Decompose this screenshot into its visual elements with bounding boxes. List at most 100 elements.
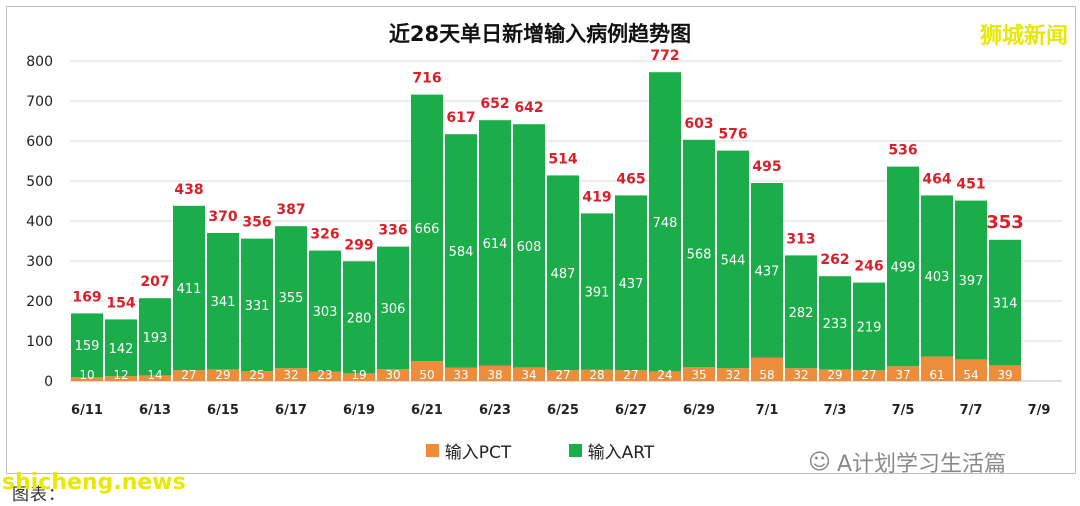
bar-pct	[819, 369, 851, 381]
y-tick-label: 800	[26, 54, 53, 70]
data-label-total: 451	[956, 177, 985, 193]
x-tick-label: 7/3	[824, 403, 847, 418]
data-label-total: 370	[208, 209, 237, 225]
bar-art	[649, 72, 681, 372]
data-label-pct: 58	[759, 368, 774, 382]
bar-art	[615, 195, 647, 371]
bar-art	[445, 134, 477, 368]
data-label-art: 403	[925, 270, 950, 285]
data-label-art: 411	[177, 282, 202, 297]
data-label-total: 772	[650, 48, 679, 64]
bars: 10 159 169 12 142 154 14 193 207 27 411 438 29 341 370…	[71, 48, 1024, 382]
bar-pct	[241, 371, 273, 381]
bar-pct	[887, 366, 919, 381]
data-label-pct: 29	[215, 368, 230, 382]
data-label-pct: 37	[895, 368, 910, 382]
bar-pct	[479, 365, 511, 381]
x-tick-label: 6/29	[683, 403, 715, 418]
legend-label-pct: 输入PCT	[444, 443, 512, 463]
data-label-total: 207	[140, 274, 169, 290]
bar-pct	[581, 369, 613, 381]
data-label-art: 437	[755, 264, 780, 279]
data-label-pct: 30	[385, 368, 400, 382]
bar-art	[241, 238, 273, 371]
x-tick-label: 7/9	[1028, 403, 1051, 418]
data-label-total: 313	[786, 231, 815, 247]
bar-pct	[751, 357, 783, 381]
bar-pct	[683, 367, 715, 381]
data-label-total: 154	[106, 295, 135, 311]
bar-art	[785, 255, 817, 369]
data-label-total: 652	[480, 96, 509, 112]
bar-art	[887, 166, 919, 367]
data-label-art: 306	[381, 302, 406, 317]
data-label-total: 603	[684, 116, 713, 132]
y-tick-label: 400	[26, 214, 53, 230]
data-label-art: 331	[245, 299, 270, 314]
source-caption: 图表：	[12, 485, 66, 505]
x-tick-label: 6/21	[411, 403, 443, 418]
data-label-art: 219	[857, 320, 882, 335]
x-tick-label: 6/25	[547, 403, 579, 418]
bar-art	[309, 250, 341, 372]
bar-art	[71, 313, 103, 377]
data-label-art: 666	[415, 222, 440, 237]
data-label-art: 487	[551, 267, 576, 282]
data-label-pct: 23	[317, 368, 332, 382]
data-label-art: 499	[891, 260, 916, 275]
bar-art	[343, 261, 375, 374]
x-tick-label: 7/7	[960, 403, 983, 418]
data-label-total: 262	[820, 252, 849, 268]
data-label-total: 336	[378, 223, 407, 239]
bar-pct	[853, 370, 885, 381]
bar-art	[819, 276, 851, 370]
chart-title: 近28天单日新增输入病例趋势图	[388, 22, 692, 46]
data-label-art: 544	[721, 253, 746, 268]
bar-art	[955, 200, 987, 360]
data-label-pct: 61	[929, 368, 944, 382]
bar-pct	[785, 368, 817, 381]
bar-art	[479, 120, 511, 366]
data-label-art: 282	[789, 306, 814, 321]
data-label-art: 568	[687, 247, 712, 262]
x-tick-label: 6/23	[479, 403, 511, 418]
data-label-art: 437	[619, 277, 644, 292]
data-label-art: 608	[517, 240, 542, 255]
data-label-pct: 32	[283, 368, 298, 382]
y-axis: 0 100 200 300 400 500 600 700 800	[26, 54, 53, 390]
data-label-art: 355	[279, 291, 304, 306]
bar-art	[377, 246, 409, 369]
bar-pct	[173, 370, 205, 381]
bar-pct	[139, 375, 171, 381]
data-label-pct: 33	[453, 368, 468, 382]
data-label-pct: 25	[249, 368, 264, 382]
data-label-total: 353	[986, 212, 1024, 233]
data-label-total: 356	[242, 215, 271, 231]
x-axis: 6/11 6/13 6/15 6/17 6/19 6/21 6/23 6/25 6/27 6/29…	[71, 403, 1050, 418]
x-tick-label: 6/27	[615, 403, 647, 418]
data-label-art: 341	[211, 295, 236, 310]
bar-pct	[717, 368, 749, 381]
data-label-art: 280	[347, 311, 372, 326]
wechat-account-name: A计划学习生活篇	[836, 452, 1006, 477]
data-label-pct: 29	[827, 368, 842, 382]
wechat-icon: ☺	[808, 449, 831, 475]
data-label-pct: 27	[181, 368, 196, 382]
brand-logo: 狮城新闻	[979, 24, 1068, 49]
data-label-total: 495	[752, 159, 781, 175]
watermark: shicheng.news	[2, 470, 186, 495]
data-label-pct: 10	[79, 368, 94, 382]
bar-pct	[105, 376, 137, 381]
bar-pct	[343, 373, 375, 381]
legend-swatch-pct	[425, 444, 439, 457]
data-label-art: 584	[449, 245, 474, 260]
data-label-pct: 12	[113, 368, 128, 382]
x-tick-label: 6/13	[139, 403, 171, 418]
data-label-total: 464	[922, 171, 951, 187]
data-label-pct: 19	[351, 368, 366, 382]
bar-art	[921, 195, 953, 357]
legend-item-art: 输入ART	[568, 438, 654, 463]
bar-pct	[275, 368, 307, 381]
data-label-total: 617	[446, 110, 475, 126]
data-label-art: 303	[313, 305, 338, 320]
